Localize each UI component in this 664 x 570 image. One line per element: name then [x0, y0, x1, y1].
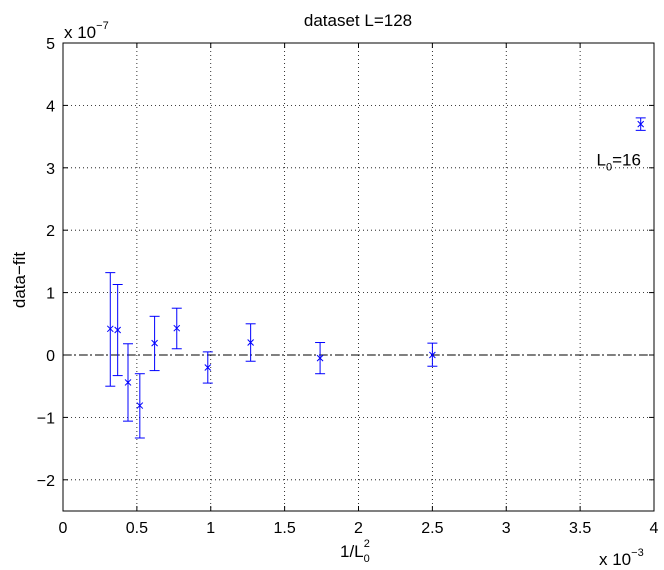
- x-tick-label: 2.5: [421, 520, 443, 537]
- x-tick-label: 1.5: [274, 520, 296, 537]
- x-tick-label: 3: [502, 520, 511, 537]
- y-multiplier-exponent: −7: [96, 20, 109, 32]
- annotation-subscript: 0: [606, 162, 612, 174]
- x-tick-label: 0.5: [126, 520, 148, 537]
- data-point: [112, 283, 123, 377]
- x-axis-label-subscript: 0: [364, 553, 370, 565]
- x-axis-label-superscript: 2: [364, 538, 370, 550]
- annotation-base: L: [596, 151, 605, 170]
- data-point: [635, 117, 646, 131]
- y-tick-label: 0: [46, 348, 55, 365]
- marker-x-b: [124, 379, 132, 386]
- x-multiplier-base: x 10: [599, 550, 631, 569]
- axis-ticks: 0 0.5 1 1.5 2 2.5 3 3.5 4 −2 −1 0 1 2 3 4 5: [37, 36, 659, 537]
- data-points: [105, 117, 646, 439]
- data-point: [245, 323, 256, 362]
- y-tick-label: 3: [46, 161, 55, 178]
- y-multiplier-base: x 10: [64, 23, 96, 42]
- x-axis-label-base: 1/L: [340, 542, 364, 561]
- marker-x-b: [316, 354, 324, 362]
- annotation-rest: =16: [612, 151, 641, 170]
- x-tick-label: 4: [650, 520, 659, 537]
- data-point: [427, 342, 438, 367]
- x-tick-label: 1: [206, 520, 215, 537]
- marker-x-b: [173, 324, 181, 332]
- x-multiplier: x 10−3: [599, 547, 644, 569]
- x-axis-label: 1/L0 2: [340, 538, 370, 565]
- marker-x-b: [429, 351, 436, 359]
- y-multiplier: x 10−7: [64, 20, 109, 42]
- marker-x-b: [637, 120, 645, 128]
- y-tick-label: −1: [37, 410, 55, 427]
- data-point: [202, 351, 213, 384]
- y-tick-label: 2: [46, 223, 55, 240]
- marker-x-b: [136, 402, 144, 409]
- marker-x-b: [114, 326, 122, 334]
- data-point: [171, 307, 182, 350]
- x-tick-label: 3.5: [569, 520, 591, 537]
- plot-area: [63, 43, 654, 511]
- marker-x-b: [247, 339, 254, 346]
- data-point: [123, 343, 134, 422]
- x-multiplier-exponent: −3: [631, 547, 644, 559]
- marker-x-b: [151, 339, 158, 347]
- x-tick-label: 0: [59, 520, 68, 537]
- data-point: [105, 272, 116, 387]
- x-tick-label: 2: [354, 520, 363, 537]
- chart-title: dataset L=128: [304, 11, 412, 30]
- data-point: [149, 315, 160, 372]
- y-tick-label: −2: [37, 473, 55, 490]
- y-tick-label: 5: [46, 36, 55, 53]
- data-point: [315, 342, 326, 375]
- y-tick-label: 1: [46, 286, 55, 303]
- marker-x-b: [106, 325, 114, 333]
- marker-x-b: [204, 364, 212, 371]
- data-point: [134, 373, 145, 439]
- y-axis-label: data−fit: [10, 252, 29, 309]
- y-tick-label: 4: [46, 98, 55, 115]
- annotation-l0: L0=16: [596, 151, 640, 174]
